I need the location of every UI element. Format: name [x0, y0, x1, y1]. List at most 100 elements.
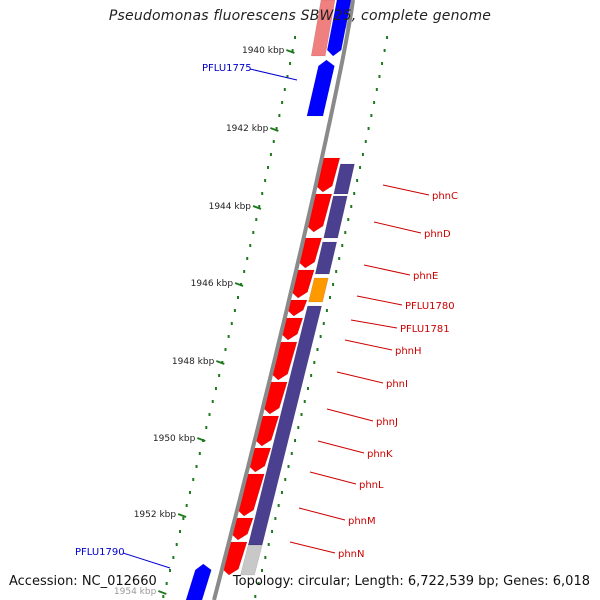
outer-tick-dot: [294, 36, 297, 39]
outer-tick-dot: [208, 413, 211, 416]
inner-tick-dot: [329, 296, 332, 299]
reverse-gene-leader: [336, 371, 384, 384]
outer-tick-dot: [169, 569, 172, 572]
inner-tick-dot: [303, 400, 306, 403]
inner-tick-dot: [378, 75, 381, 78]
reverse-gene-label: phnC: [432, 191, 458, 202]
reverse-gene-leader: [317, 440, 365, 454]
kbp-tick-label: 1954 kbp: [114, 587, 157, 597]
outer-tick-dot: [249, 244, 252, 247]
inner-tick-dot: [277, 504, 280, 507]
outer-tick-dot: [243, 270, 246, 273]
forward-gene-leader: [122, 552, 171, 569]
outer-tick-dot: [224, 348, 227, 351]
outer-tick-dot: [198, 452, 201, 455]
rna-track-segment: [247, 305, 322, 546]
inner-tick-dot: [274, 517, 277, 520]
outer-tick-dot: [286, 75, 289, 78]
inner-tick-dot: [370, 114, 373, 117]
inner-tick-dot: [271, 530, 274, 533]
inner-tick-dot: [381, 62, 384, 65]
inner-tick-dot: [325, 309, 328, 312]
feature-tracks: [185, 0, 355, 600]
reverse-gene-leader: [382, 184, 430, 196]
inner-tick-dot: [341, 244, 344, 247]
inner-tick-dot: [316, 348, 319, 351]
reverse-gene-label: phnE: [413, 271, 438, 282]
outer-tick-dot: [246, 257, 249, 260]
inner-tick-dot: [335, 270, 338, 273]
reverse-gene-leader: [298, 507, 346, 521]
backbone-line: [212, 0, 355, 600]
forward-gene-label: PFLU1775: [202, 63, 252, 74]
inner-tick-dot: [300, 413, 303, 416]
kbp-tick-mark: [234, 282, 244, 287]
inner-tick-dot: [267, 543, 270, 546]
outer-tick-dot: [205, 426, 208, 429]
inner-tick-dot: [322, 322, 325, 325]
inner-tick-dot: [361, 153, 364, 156]
inner-tick-dot: [284, 478, 287, 481]
outer-tick-dot: [291, 49, 294, 52]
inner-tick-dot: [313, 361, 316, 364]
kbp-ticks: 1940 kbp 1942 kbp 1944 kbp 1946 kbp 1948 kbp…: [114, 46, 295, 597]
inner-tick-dot: [350, 205, 353, 208]
outer-tick-dot: [261, 192, 264, 195]
kbp-tick-mark: [215, 360, 225, 365]
outer-tick-dot: [175, 543, 178, 546]
kbp-tick-label: 1940 kbp: [242, 46, 285, 56]
inner-tick-dot: [347, 218, 350, 221]
outer-tick-dot: [227, 335, 230, 338]
outer-tick-dot: [281, 101, 284, 104]
inner-tick-dot: [356, 179, 359, 182]
forward-gene-leader: [249, 68, 298, 81]
outer-tick-dot: [272, 140, 275, 143]
inner-tick-dot: [364, 140, 367, 143]
reverse-gene-leader: [350, 319, 398, 329]
inner-tick-dot: [332, 283, 335, 286]
outer-tick-dot: [214, 387, 217, 390]
outer-tick-dot: [233, 309, 236, 312]
outer-tick-dot: [230, 322, 233, 325]
outer-tick-dot: [192, 478, 195, 481]
inner-tick-dot: [306, 387, 309, 390]
reverse-gene-label: phnD: [424, 229, 451, 240]
outer-tick-dot: [185, 504, 188, 507]
reverse-gene-leader: [373, 221, 422, 234]
inner-tick-dot: [375, 88, 378, 91]
outer-tick-dot: [237, 296, 240, 299]
forward-cds-gene: [306, 59, 335, 117]
kbp-tick-label: 1942 kbp: [226, 124, 269, 134]
kbp-tick-label: 1952 kbp: [134, 510, 177, 520]
grey-feature: [240, 544, 263, 576]
reverse-gene-leader: [309, 471, 357, 485]
outer-dotted-tick-ring: [162, 36, 389, 598]
outer-tick-dot: [255, 218, 258, 221]
forward-cds-gene: [185, 563, 212, 600]
accession-label: Accession: NC_012660: [9, 574, 157, 589]
kbp-tick-mark: [196, 437, 206, 442]
inner-tick-dot: [319, 335, 322, 338]
inner-tick-dot: [297, 426, 300, 429]
outer-tick-dot: [182, 517, 185, 520]
reverse-gene-leader: [356, 295, 403, 306]
outer-tick-dot: [188, 491, 191, 494]
inner-tick-dot: [386, 36, 389, 39]
reverse-gene-label: PFLU1781: [400, 324, 450, 335]
inner-tick-dot: [290, 452, 293, 455]
reverse-gene-label: phnM: [348, 516, 376, 527]
inner-tick-dot: [344, 231, 347, 234]
reverse-gene-label: phnH: [395, 346, 422, 357]
outer-tick-dot: [258, 205, 261, 208]
rna-track-segment: [323, 195, 348, 239]
kbp-tick-mark: [177, 513, 187, 518]
outer-tick-dot: [267, 166, 270, 169]
reverse-gene-label: phnI: [386, 379, 408, 390]
genome-title: Pseudomonas fluorescens SBW25, complete …: [108, 8, 492, 24]
inner-tick-dot: [310, 374, 313, 377]
kbp-tick-mark: [252, 205, 262, 210]
outer-tick-dot: [269, 153, 272, 156]
inner-tick-dot: [294, 439, 297, 442]
reverse-gene-label: phnL: [359, 480, 384, 491]
highlighted-gene: [308, 277, 329, 303]
